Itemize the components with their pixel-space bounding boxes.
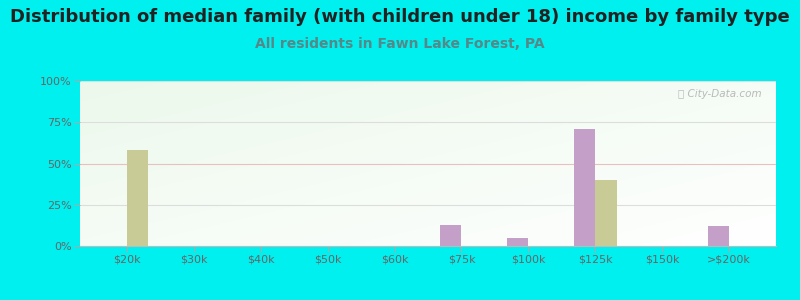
- Bar: [574, 129, 595, 246]
- Text: Distribution of median family (with children under 18) income by family type: Distribution of median family (with chil…: [10, 8, 790, 26]
- Bar: [708, 226, 729, 246]
- Bar: [127, 150, 148, 246]
- Text: ⓘ City-Data.com: ⓘ City-Data.com: [678, 89, 762, 99]
- Text: All residents in Fawn Lake Forest, PA: All residents in Fawn Lake Forest, PA: [255, 38, 545, 52]
- Bar: [595, 180, 617, 246]
- Bar: [507, 238, 528, 246]
- Bar: [440, 224, 462, 246]
